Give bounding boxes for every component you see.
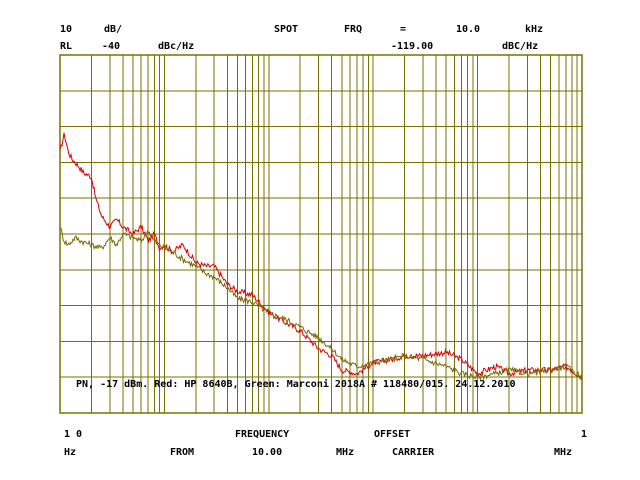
axis-name-offset: OFFSET	[374, 429, 411, 440]
mode-label: SPOT	[274, 24, 299, 35]
frq-label: FRQ	[344, 24, 363, 35]
trace-red-hp8640b	[59, 132, 583, 381]
rl-label: RL	[60, 41, 73, 52]
plot-annotation: PN, -17 dBm. Red: HP 8640B, Green: Marco…	[76, 379, 516, 390]
carrier-label: CARRIER	[392, 447, 435, 458]
start-unit: Hz	[64, 447, 77, 458]
spot-unit: dBC/Hz	[502, 41, 539, 52]
scale-value: 10	[60, 24, 73, 35]
spot-value: -119.00	[391, 41, 434, 52]
frq-value: 10.0	[456, 24, 481, 35]
stop-unit: MHz	[554, 447, 573, 458]
frq-unit: kHz	[525, 24, 544, 35]
from-value: 10.00	[252, 447, 283, 458]
start-decade-label: 1 0	[64, 429, 83, 440]
from-unit: MHz	[336, 447, 355, 458]
scale-unit: dB/	[104, 24, 123, 35]
from-label: FROM	[170, 447, 195, 458]
stop-decade-label: 1	[581, 429, 588, 440]
axis-name-frequency: FREQUENCY	[235, 429, 290, 440]
rl-value: -40	[102, 41, 121, 52]
plot-traces	[59, 132, 583, 381]
plot-grid	[59, 54, 583, 414]
rl-unit: dBc/Hz	[158, 41, 195, 52]
frq-equals: =	[400, 24, 407, 35]
trace-green-marconi2018a	[59, 227, 583, 381]
